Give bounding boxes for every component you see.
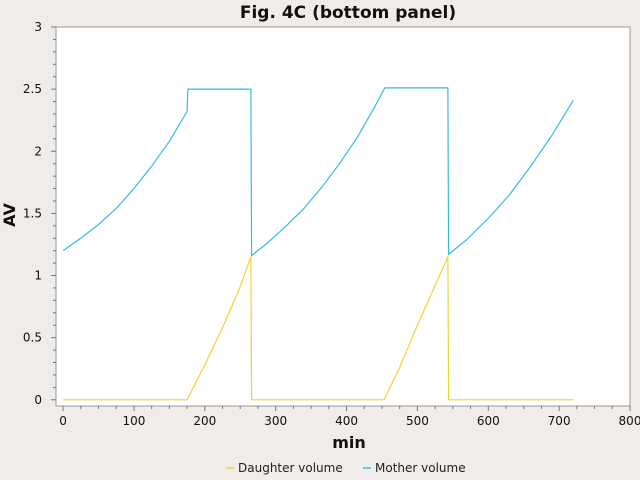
legend-label: Mother volume bbox=[375, 461, 466, 475]
chart-title: Fig. 4C (bottom panel) bbox=[240, 3, 456, 23]
x-tick-label: 500 bbox=[406, 414, 429, 428]
y-tick-label: 1 bbox=[34, 269, 42, 283]
legend: Daughter volume Mother volume bbox=[226, 461, 466, 475]
y-tick-label: 0.5 bbox=[23, 331, 42, 345]
plot-area bbox=[55, 26, 631, 407]
legend-label: Daughter volume bbox=[238, 461, 343, 475]
x-tick-label: 400 bbox=[335, 414, 358, 428]
x-tick-label: 200 bbox=[193, 414, 216, 428]
x-axis: 0 100 200 300 400 500 600 700 800 bbox=[59, 406, 640, 428]
x-tick-label: 0 bbox=[59, 414, 67, 428]
y-tick-label: 0 bbox=[34, 393, 42, 407]
y-axis: 0 0.5 1 1.5 2 2.5 3 bbox=[23, 20, 56, 407]
series-line-mother-volume bbox=[62, 87, 574, 257]
y-tick-label: 1.5 bbox=[23, 206, 42, 220]
x-tick-label: 300 bbox=[264, 414, 287, 428]
series-line-daughter-volume bbox=[63, 256, 574, 401]
x-tick-label: 800 bbox=[619, 414, 640, 428]
x-tick-label: 700 bbox=[548, 414, 571, 428]
y-tick-label: 2.5 bbox=[23, 82, 42, 96]
y-axis-title: AV bbox=[0, 203, 19, 227]
x-axis-title: min bbox=[332, 433, 366, 452]
x-tick-label: 100 bbox=[122, 414, 145, 428]
x-tick-label: 600 bbox=[477, 414, 500, 428]
y-tick-label: 2 bbox=[34, 144, 42, 158]
series-layer bbox=[62, 87, 574, 401]
y-tick-label: 3 bbox=[34, 20, 42, 34]
